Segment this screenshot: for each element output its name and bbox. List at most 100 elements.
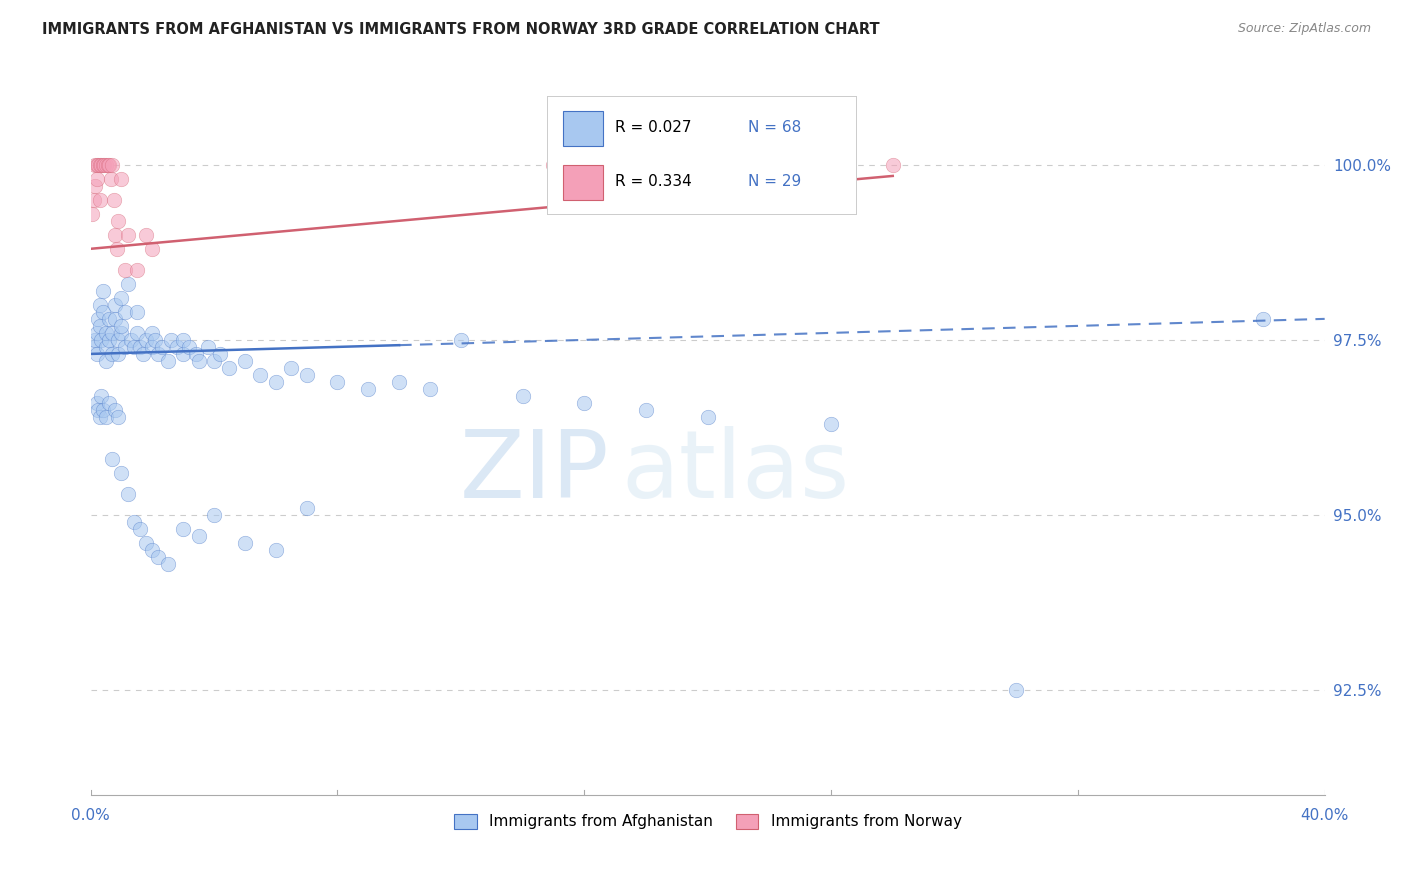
Point <box>101 347 124 361</box>
Point <box>512 389 534 403</box>
Point <box>117 227 139 242</box>
Point <box>89 318 111 333</box>
Point <box>87 311 110 326</box>
Point <box>91 158 114 172</box>
Point <box>820 417 842 431</box>
Point <box>202 508 225 522</box>
Point <box>179 340 201 354</box>
Point <box>114 262 136 277</box>
Point <box>141 340 163 354</box>
Point <box>295 368 318 382</box>
Point <box>91 305 114 319</box>
Point <box>125 262 148 277</box>
Point <box>125 326 148 340</box>
Point <box>187 354 209 368</box>
Point <box>184 347 207 361</box>
Point <box>117 277 139 291</box>
Text: atlas: atlas <box>621 425 849 517</box>
Point <box>148 550 170 565</box>
Point <box>103 193 125 207</box>
Point <box>86 347 108 361</box>
Legend: Immigrants from Afghanistan, Immigrants from Norway: Immigrants from Afghanistan, Immigrants … <box>447 808 967 836</box>
Point <box>107 347 129 361</box>
Point <box>90 333 112 347</box>
Point <box>98 396 121 410</box>
Point <box>172 333 194 347</box>
Point <box>388 375 411 389</box>
Point <box>141 242 163 256</box>
Point <box>326 375 349 389</box>
Point <box>122 515 145 529</box>
Point <box>450 333 472 347</box>
Point <box>104 298 127 312</box>
Point <box>107 333 129 347</box>
Point <box>94 326 117 340</box>
Point <box>114 305 136 319</box>
Point <box>166 340 188 354</box>
Point <box>90 158 112 172</box>
Point <box>295 501 318 516</box>
Point <box>98 333 121 347</box>
Point <box>150 340 173 354</box>
Point <box>634 403 657 417</box>
Text: 40.0%: 40.0% <box>1301 808 1348 823</box>
Point <box>84 158 107 172</box>
Point <box>125 305 148 319</box>
Point <box>233 354 256 368</box>
Point <box>141 326 163 340</box>
Point <box>97 158 120 172</box>
Point <box>135 536 157 550</box>
Point <box>101 158 124 172</box>
Point <box>101 326 124 340</box>
Point <box>132 347 155 361</box>
Point <box>86 158 108 172</box>
Point <box>882 158 904 172</box>
Point <box>82 207 104 221</box>
Point <box>83 193 105 207</box>
Point <box>122 340 145 354</box>
Point <box>129 522 152 536</box>
Point <box>91 284 114 298</box>
Point <box>94 409 117 424</box>
Point <box>84 178 107 193</box>
Point <box>89 298 111 312</box>
Point <box>187 529 209 543</box>
Point <box>107 214 129 228</box>
Point <box>86 326 108 340</box>
Point <box>89 409 111 424</box>
Point <box>98 311 121 326</box>
Text: Source: ZipAtlas.com: Source: ZipAtlas.com <box>1237 22 1371 36</box>
Point <box>110 466 132 480</box>
Point <box>218 360 240 375</box>
Point <box>94 354 117 368</box>
Point <box>280 360 302 375</box>
Point <box>202 354 225 368</box>
Point <box>98 158 121 172</box>
Point <box>87 158 110 172</box>
Point <box>93 158 115 172</box>
Point <box>264 375 287 389</box>
Point <box>159 333 181 347</box>
Point <box>156 557 179 571</box>
Point <box>172 347 194 361</box>
Point <box>141 543 163 558</box>
Point <box>89 158 111 172</box>
Point <box>89 193 111 207</box>
Point <box>104 227 127 242</box>
Point <box>104 311 127 326</box>
Point <box>264 543 287 558</box>
Point <box>135 333 157 347</box>
Point <box>90 389 112 403</box>
Point <box>110 326 132 340</box>
Point <box>114 340 136 354</box>
Text: ZIP: ZIP <box>460 425 609 517</box>
Point <box>696 409 718 424</box>
Point <box>120 333 142 347</box>
Point <box>197 340 219 354</box>
Point <box>91 403 114 417</box>
Point <box>357 382 380 396</box>
Point <box>84 333 107 347</box>
Point <box>110 171 132 186</box>
Point <box>145 333 167 347</box>
Point <box>172 522 194 536</box>
